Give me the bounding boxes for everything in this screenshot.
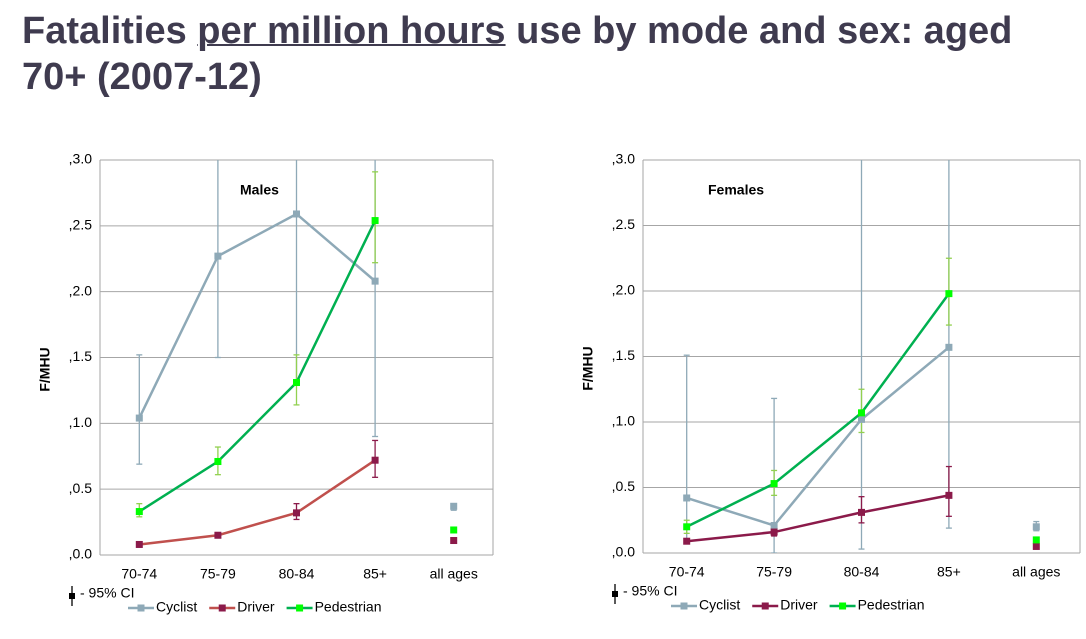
marker	[858, 508, 865, 516]
legend-label: Pedestrian	[858, 597, 925, 613]
x-tick-label: 80-84	[844, 564, 880, 580]
x-tick-label: all ages	[1012, 564, 1060, 580]
marker	[135, 414, 143, 422]
marker	[450, 502, 458, 510]
legend-marker	[218, 604, 226, 612]
marker	[135, 540, 143, 548]
series-line	[138, 212, 376, 419]
y-axis-label: F/MHU	[37, 347, 53, 391]
marker	[450, 537, 458, 545]
y-tick-label: ,1.0	[612, 413, 636, 429]
y-tick-label: ,1.5	[612, 347, 636, 363]
y-tick-label: ,2.0	[69, 282, 93, 298]
marker	[683, 523, 691, 531]
error-bar	[214, 160, 221, 359]
legend-marker	[137, 604, 145, 612]
legend-marker	[839, 602, 847, 610]
y-tick-label: ,2.0	[612, 282, 636, 298]
marker	[683, 494, 691, 502]
y-tick-label: ,3.0	[69, 151, 93, 167]
y-tick-label: ,3.0	[612, 151, 636, 167]
x-tick-label: 85+	[363, 566, 387, 582]
marker	[683, 537, 691, 545]
title-underlined: per million hours	[197, 10, 506, 52]
x-tick-label: 75-79	[756, 564, 792, 580]
title-start: Fatalities	[22, 10, 187, 52]
error-bar	[945, 160, 952, 529]
marker	[858, 409, 865, 417]
slide-title: Fatalities per million hours use by mode…	[22, 8, 1062, 100]
series-line	[686, 494, 950, 543]
series-line	[139, 459, 376, 546]
y-tick-label: ,0.0	[612, 544, 636, 560]
marker	[293, 379, 300, 387]
x-tick-label: 70-74	[669, 564, 705, 580]
ci-icon-marker	[612, 591, 618, 597]
error-bar	[683, 354, 690, 544]
marker	[770, 528, 778, 536]
chart: ,0.0 ,0.5 ,1.0 ,1.5 ,2.0 ,2.5 ,3.0 70-74 75-79 80…	[580, 151, 1081, 613]
legend-label: Driver	[237, 599, 275, 615]
chart-subtitle: Females	[708, 182, 764, 198]
y-tick-label: ,2.5	[69, 217, 93, 233]
title-end: use by mode and sex: aged 70+ (2007-12)	[22, 10, 1013, 98]
y-tick-label: ,1.0	[69, 414, 93, 430]
y-tick-label: ,2.5	[612, 216, 636, 232]
marker	[214, 458, 222, 466]
y-tick-label: ,0.5	[612, 478, 636, 494]
chart: ,0.0 ,0.5 ,1.0 ,1.5 ,2.0 ,2.5 ,3.0 70-74 75-79 80…	[37, 151, 494, 615]
marker	[371, 456, 379, 464]
marker	[293, 210, 300, 218]
series-line	[686, 346, 950, 527]
legend-marker	[761, 602, 769, 610]
legend-label: Driver	[780, 597, 818, 613]
x-tick-label: 75-79	[200, 566, 236, 582]
legend-label: Cyclist	[156, 599, 197, 615]
error-bar	[293, 160, 300, 385]
x-tick-label: 70-74	[121, 566, 157, 582]
marker	[1032, 523, 1040, 531]
ci-label: - 95% CI	[80, 585, 134, 601]
y-tick-label: ,1.5	[69, 348, 93, 364]
chart-subtitle: Males	[240, 182, 279, 198]
marker	[450, 526, 458, 534]
marker	[945, 343, 953, 351]
y-tick-label: ,0.0	[69, 546, 93, 562]
plot	[683, 160, 1040, 553]
marker	[135, 508, 143, 516]
marker	[945, 290, 953, 298]
legend-marker	[680, 602, 688, 610]
x-tick-label: 85+	[937, 564, 961, 580]
ci-label: - 95% CI	[623, 583, 677, 599]
series-line	[138, 220, 377, 513]
marker	[371, 217, 379, 225]
x-tick-label: all ages	[430, 566, 478, 582]
marker	[214, 531, 222, 539]
error-bar	[945, 465, 952, 517]
ci-icon-marker	[69, 593, 75, 599]
marker	[293, 509, 300, 517]
marker	[214, 252, 222, 260]
y-axis-label: F/MHU	[580, 346, 596, 390]
legend-label: Pedestrian	[315, 599, 382, 615]
legend-marker	[296, 604, 304, 612]
marker	[1032, 536, 1040, 544]
marker	[945, 491, 953, 499]
marker	[1032, 542, 1040, 550]
x-tick-label: 80-84	[279, 566, 315, 582]
legend-label: Cyclist	[699, 597, 740, 613]
series-line	[686, 292, 950, 528]
marker	[371, 277, 379, 285]
error-bar	[136, 354, 143, 465]
marker	[770, 480, 778, 488]
plot	[135, 160, 458, 548]
marker	[858, 415, 865, 423]
error-bar	[858, 160, 865, 550]
marker	[770, 521, 778, 529]
y-tick-label: ,0.5	[69, 480, 93, 496]
